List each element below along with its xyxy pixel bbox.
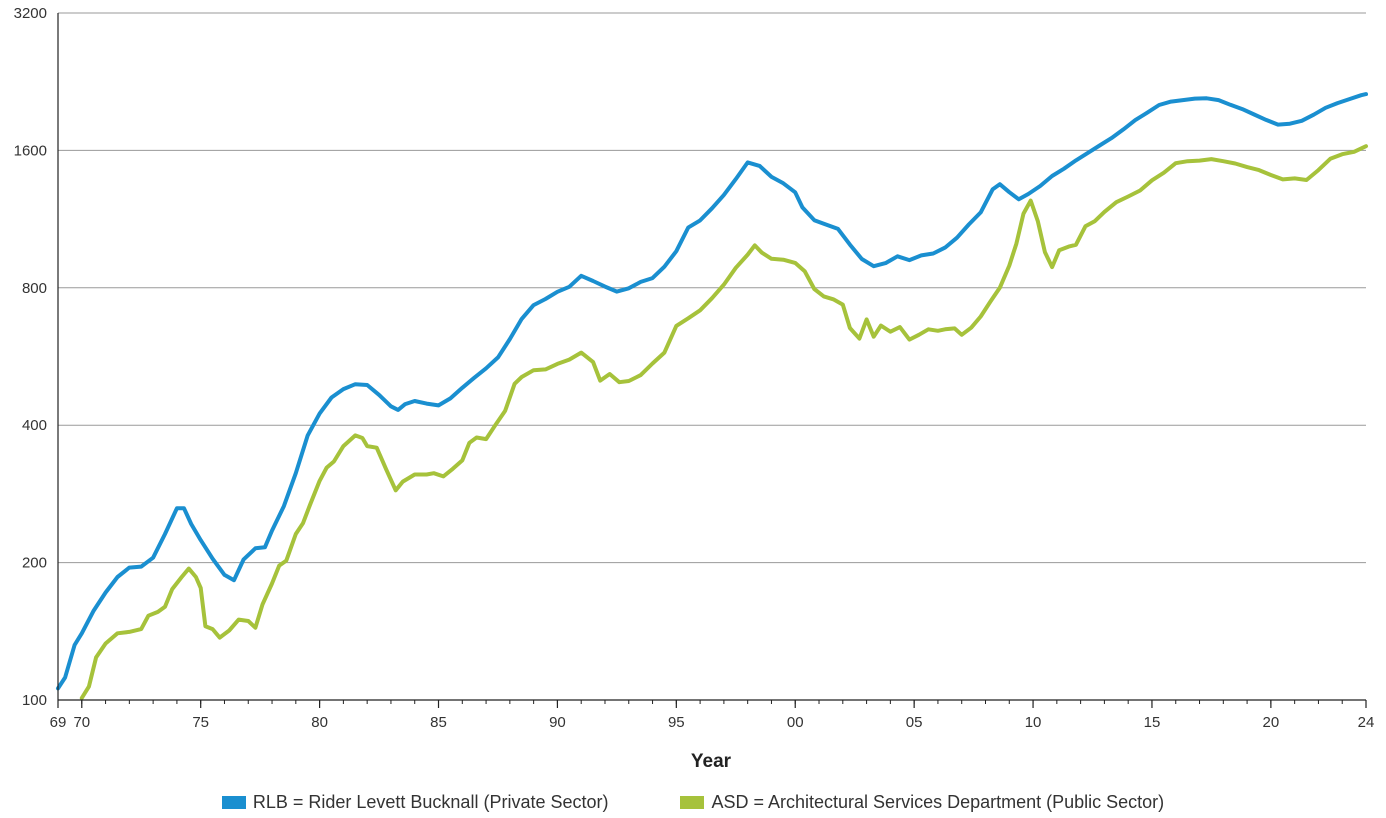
legend-swatch-asd (680, 796, 705, 809)
legend-label-asd: ASD = Architectural Services Department … (711, 792, 1165, 812)
series-line-rlb (56, 92, 1368, 691)
x-tick-label: 85 (430, 714, 447, 731)
x-tick-label: 15 (1144, 714, 1161, 731)
series-line-asd (79, 144, 1368, 700)
x-tick-label: 00 (787, 714, 804, 731)
x-tick-label: 90 (549, 714, 566, 731)
legend-swatch-rlb (221, 796, 246, 809)
x-tick-label: 69 (50, 714, 67, 731)
axes: 100 200 400 800 1600 3200 69 70 75 80 85 90 95 00 05 10… (14, 5, 1375, 731)
legend-item-rlb: RLB = Rider Levett Bucknall (Private Sec… (221, 792, 609, 813)
gridlines (58, 12, 1366, 701)
y-tick-label: 400 (22, 417, 47, 434)
y-tick-label: 100 (22, 692, 47, 709)
legend-item-asd: ASD = Architectural Services Department … (680, 792, 1164, 813)
x-tick-label: 20 (1263, 714, 1280, 731)
y-tick-label: 1600 (14, 142, 47, 159)
y-tick-label: 800 (22, 280, 47, 297)
x-tick-label: 75 (192, 714, 209, 731)
x-tick-label: 95 (668, 714, 685, 731)
x-tick-label: 70 (73, 714, 90, 731)
x-axis-title: Year (691, 751, 732, 772)
y-tick-label: 3200 (14, 5, 47, 22)
legend-label-rlb: RLB = Rider Levett Bucknall (Private Sec… (252, 792, 609, 812)
y-tick-label: 200 (22, 555, 47, 572)
legend: RLB = Rider Levett Bucknall (Private Sec… (0, 792, 1386, 813)
x-tick-label: 24 (1358, 714, 1375, 731)
x-tick-label: 80 (311, 714, 328, 731)
series-group (56, 92, 1368, 700)
x-tick-label: 05 (906, 714, 923, 731)
x-tick-label: 10 (1025, 714, 1042, 731)
